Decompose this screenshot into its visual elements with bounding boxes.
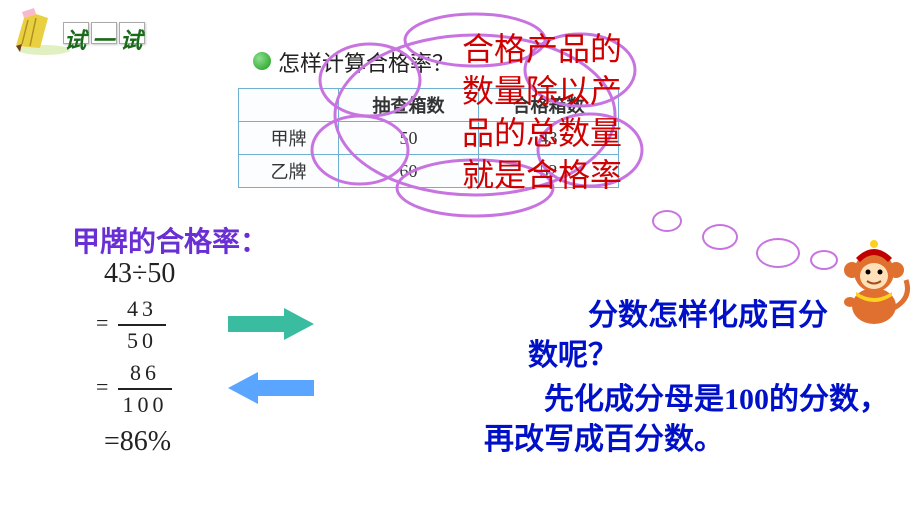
answer-bold: 100 (724, 383, 769, 416)
frac1-num: 43 (118, 296, 166, 322)
cloud-trail-2 (702, 224, 738, 250)
arrow-left-icon (226, 370, 316, 406)
th-blank (239, 89, 339, 122)
banner: 试一试 (10, 8, 210, 58)
step1-title: 甲牌的合格率： (72, 220, 268, 260)
pencil-icon (10, 8, 70, 56)
frac2-bar (118, 388, 172, 390)
step1-percent: =86% (104, 426, 171, 458)
answer-text: 先化成分母是100的分数，再改写成百分数。 (484, 380, 904, 460)
question-span: 分数怎样化成百分数呢？ (528, 299, 828, 372)
banner-char-2: 试 (119, 22, 145, 44)
eq-sign: = (96, 310, 108, 336)
monkey-icon (834, 236, 914, 326)
answer-pre: 先化成分母是 (544, 383, 724, 416)
frac1-bar (118, 324, 166, 326)
cloud-line-4: 就是合格率 (462, 157, 622, 193)
frac2-num: 86 (118, 360, 172, 386)
eq-sign: = (96, 374, 108, 400)
cloud-line-3: 品的总数量 (462, 115, 622, 151)
question-text: 分数怎样化成百分数呢？ (528, 296, 848, 376)
frac1-den: 50 (118, 328, 166, 354)
row2-label: 乙牌 (239, 155, 339, 188)
cloud-text: 合格产品的 数量除以产 品的总数量 就是合格率 (412, 28, 672, 196)
cloud-trail-1 (652, 210, 682, 232)
bullet-icon (253, 52, 271, 70)
fraction-2: = 86 100 (118, 360, 172, 418)
banner-dash: 一 (91, 22, 117, 44)
row1-label: 甲牌 (239, 122, 339, 155)
step1-division: 43÷50 (104, 258, 175, 290)
arrow-right-icon (226, 306, 316, 342)
cloud-line-2: 数量除以产 (462, 73, 622, 109)
frac2-den: 100 (118, 392, 172, 418)
cloud-line-1: 合格产品的 (462, 31, 622, 67)
fraction-1: = 43 50 (118, 296, 166, 354)
cloud-trail-3 (756, 238, 800, 268)
banner-text: 试一试 (62, 22, 146, 54)
banner-char-1: 试 (63, 22, 89, 44)
